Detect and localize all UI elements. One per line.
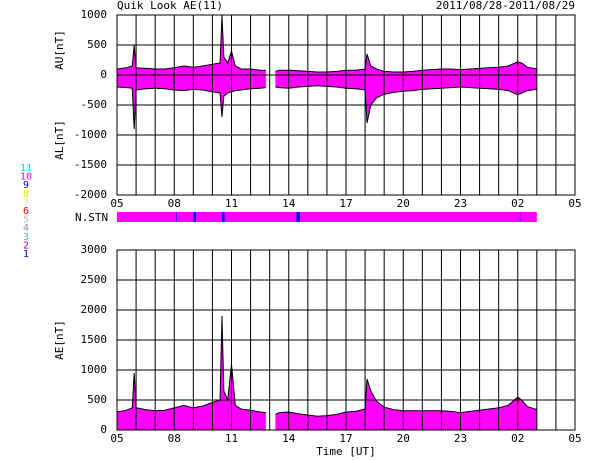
y-tick-label: 0 bbox=[100, 68, 107, 81]
x-tick-label: 05 bbox=[110, 197, 123, 210]
nstn-segment bbox=[117, 212, 177, 222]
au-al-band bbox=[117, 15, 266, 129]
y-axis-label: AE[nT] bbox=[53, 320, 66, 360]
x-tick-label: 11 bbox=[225, 197, 238, 210]
nstn-segment bbox=[177, 212, 194, 222]
x-tick-label: 23 bbox=[454, 197, 467, 210]
y-tick-label: 1000 bbox=[81, 8, 108, 21]
series-line bbox=[116, 315, 266, 414]
station-legend: 10 bbox=[20, 172, 32, 183]
date-range: 2011/08/28-2011/08/29 bbox=[436, 0, 575, 12]
station-legend: 6 bbox=[23, 206, 29, 217]
x-axis-label: Time [UT] bbox=[316, 445, 376, 458]
nstn-segment bbox=[520, 212, 537, 222]
x-tick-label: 23 bbox=[454, 432, 467, 445]
x-tick-label: 20 bbox=[397, 197, 410, 210]
nstn-segment bbox=[296, 212, 301, 222]
x-tick-label: 14 bbox=[282, 197, 296, 210]
x-tick-label: 05 bbox=[568, 197, 581, 210]
title: Quik Look AE(11) bbox=[117, 0, 223, 12]
y-tick-label: 1000 bbox=[81, 363, 108, 376]
y-tick-label: 1500 bbox=[81, 333, 108, 346]
x-tick-label: 17 bbox=[339, 432, 352, 445]
y-tick-label: 3000 bbox=[81, 243, 108, 256]
x-tick-label: 05 bbox=[568, 432, 581, 445]
y-tick-label: 0 bbox=[100, 423, 107, 436]
y-axis-label: AL[nT] bbox=[53, 120, 66, 160]
station-legend: 5 bbox=[23, 215, 29, 226]
y-tick-label: -1500 bbox=[74, 158, 107, 171]
y-tick-label: 500 bbox=[87, 38, 107, 51]
x-tick-label: 08 bbox=[168, 432, 181, 445]
station-legend: 9 bbox=[23, 180, 29, 191]
station-legend: 1 bbox=[23, 249, 29, 260]
station-legend: 7 bbox=[23, 197, 29, 208]
nstn-segment bbox=[519, 212, 521, 222]
series-line bbox=[275, 378, 537, 417]
y-tick-label: -1000 bbox=[74, 128, 107, 141]
series-line bbox=[275, 53, 537, 73]
x-tick-label: 14 bbox=[282, 432, 296, 445]
x-tick-label: 02 bbox=[511, 197, 524, 210]
nstn-segment bbox=[193, 212, 197, 222]
nstn-segment bbox=[221, 212, 225, 222]
series-line bbox=[116, 86, 266, 130]
ae-area bbox=[117, 316, 266, 430]
y-tick-label: 2500 bbox=[81, 273, 108, 286]
x-tick-label: 02 bbox=[511, 432, 524, 445]
plot-frame bbox=[116, 249, 576, 431]
plot-frame bbox=[116, 14, 576, 196]
x-tick-label: 08 bbox=[168, 197, 181, 210]
y-tick-label: 500 bbox=[87, 393, 107, 406]
station-legend: 4 bbox=[23, 223, 29, 234]
nstn-segment bbox=[224, 212, 297, 222]
station-legend: 8 bbox=[23, 189, 29, 200]
nstn-segment bbox=[196, 212, 222, 222]
y-tick-label: 2000 bbox=[81, 303, 108, 316]
series-line bbox=[275, 85, 537, 124]
station-legend: 2 bbox=[23, 240, 29, 251]
series-line bbox=[116, 14, 266, 71]
nstn-label: N.STN bbox=[75, 211, 108, 224]
y-axis-label: AU[nT] bbox=[53, 30, 66, 70]
y-tick-label: -2000 bbox=[74, 188, 107, 201]
y-tick-label: -500 bbox=[81, 98, 108, 111]
x-tick-label: 20 bbox=[397, 432, 410, 445]
nstn-segment bbox=[176, 212, 178, 222]
x-tick-label: 05 bbox=[110, 432, 123, 445]
ae-area bbox=[275, 379, 537, 430]
nstn-segment bbox=[300, 212, 520, 222]
x-tick-label: 17 bbox=[339, 197, 352, 210]
station-legend: 3 bbox=[23, 232, 29, 243]
station-legend: 11 bbox=[20, 163, 32, 174]
x-tick-label: 11 bbox=[225, 432, 238, 445]
